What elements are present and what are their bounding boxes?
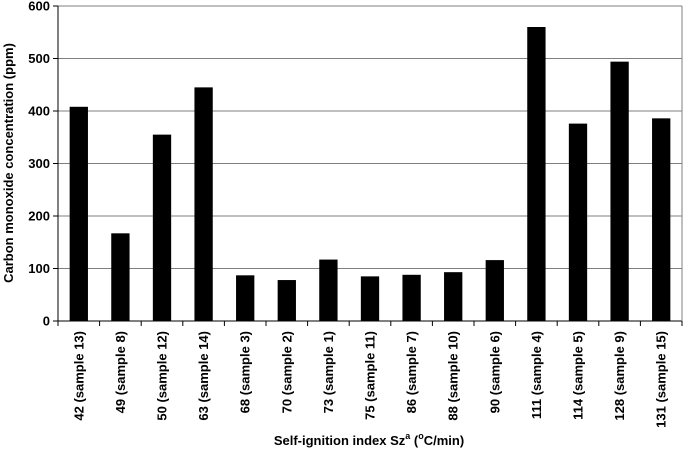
bar: [360, 276, 380, 321]
x-tick-label: 70 (sample 2): [279, 331, 294, 413]
x-axis-title-unit: C/min): [424, 433, 464, 448]
x-tick-label: 50 (sample 12): [155, 331, 170, 421]
gridlines: [58, 5, 682, 269]
bar: [69, 106, 88, 321]
x-axis-title-degree: o: [418, 431, 424, 441]
bar: [277, 280, 296, 321]
x-tick-label: 131 (sample 15): [654, 331, 669, 428]
bar: [652, 118, 671, 321]
y-tick-label: 600: [28, 0, 50, 14]
y-tick-label: 200: [28, 209, 50, 224]
x-tick-label: 42 (sample 13): [71, 331, 86, 421]
x-axis-title-superscript: a: [405, 431, 411, 441]
bar: [111, 233, 130, 321]
x-tick-label: 75 (sample 11): [363, 331, 378, 420]
x-axis-title-main: Self-ignition index Sz: [274, 433, 406, 448]
y-tick-labels: 0 100 200 300 400 500 600: [28, 0, 50, 329]
x-tick-label: 68 (sample 3): [238, 331, 253, 413]
bar: [152, 134, 172, 321]
x-tick-labels: 42 (sample 13) 49 (sample 8) 50 (sample 12…: [71, 331, 668, 428]
x-tick-label: 114 (sample 5): [571, 331, 586, 420]
x-tick-label: 63 (sample 14): [196, 331, 211, 421]
bar: [568, 123, 588, 321]
x-axis-title-open: (: [410, 433, 419, 448]
axes: [53, 5, 683, 326]
x-tick-label: 88 (sample 10): [446, 331, 461, 421]
y-axis-title: Carbon monoxide concentration (ppm): [1, 43, 16, 283]
bar: [319, 259, 338, 321]
bar: [402, 274, 421, 321]
bar: [610, 61, 629, 322]
y-tick-label: 100: [28, 261, 50, 276]
bar: [485, 260, 504, 321]
x-tick-label: 73 (sample 1): [321, 331, 336, 413]
bar: [527, 27, 546, 321]
y-tick-label: 0: [43, 314, 50, 329]
bar: [194, 87, 213, 321]
x-tick-label: 49 (sample 8): [113, 331, 128, 413]
bars: [69, 27, 671, 322]
y-tick-label: 500: [28, 51, 50, 66]
x-tick-label: 128 (sample 9): [612, 331, 627, 421]
y-tick-label: 400: [28, 104, 50, 119]
x-tick-label: 111 (sample 4): [529, 331, 544, 419]
x-axis-title: Self-ignition index Sza (oC/min): [274, 431, 464, 448]
bar: [236, 275, 255, 321]
x-tick-label: 86 (sample 7): [404, 331, 419, 413]
bar: [444, 272, 463, 321]
y-tick-label: 300: [28, 156, 50, 171]
x-tick-label: 90 (sample 6): [487, 331, 502, 413]
